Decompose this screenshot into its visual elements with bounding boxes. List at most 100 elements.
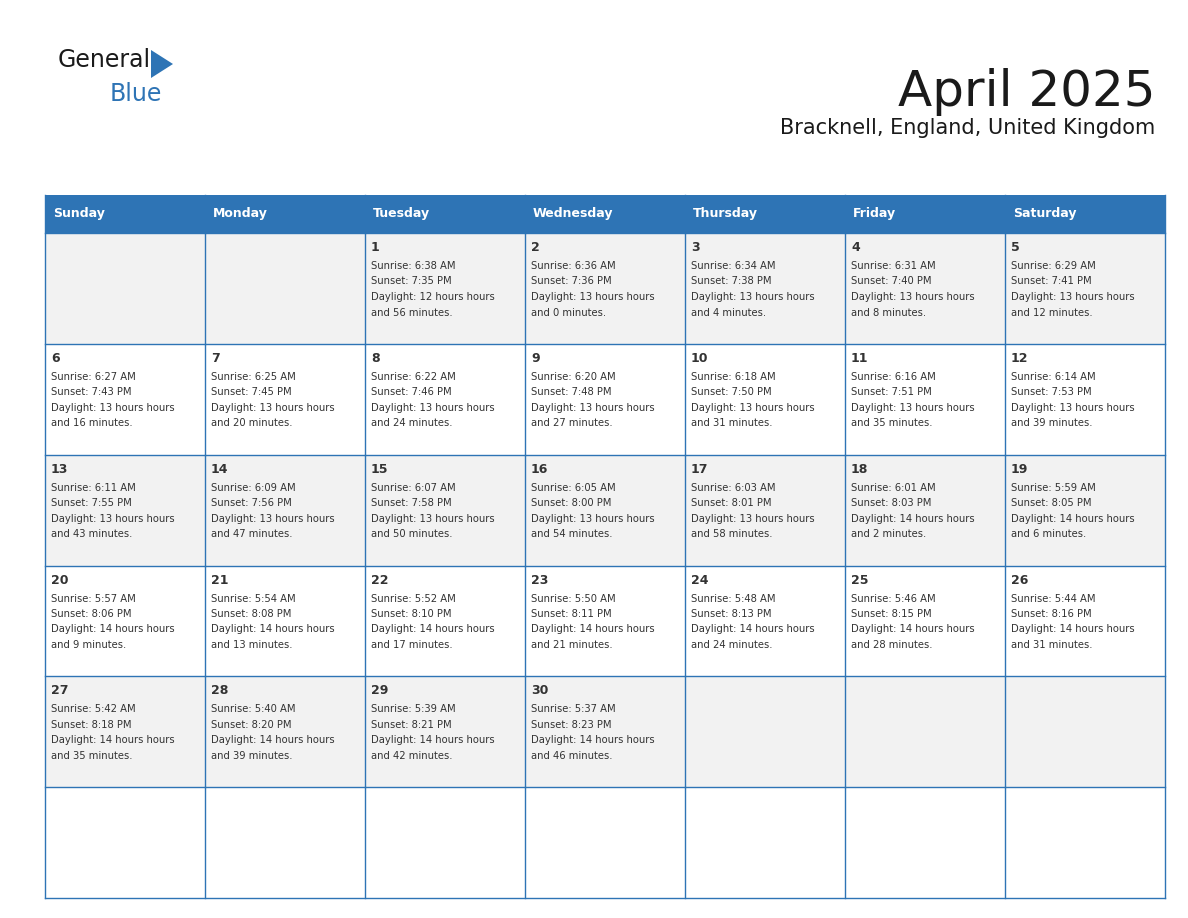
Text: Sunset: 8:05 PM: Sunset: 8:05 PM (1011, 498, 1092, 509)
Text: and 4 minutes.: and 4 minutes. (691, 308, 766, 318)
Text: Sunrise: 6:16 AM: Sunrise: 6:16 AM (851, 372, 936, 382)
Text: 30: 30 (531, 684, 549, 698)
Text: Sunset: 8:16 PM: Sunset: 8:16 PM (1011, 609, 1092, 619)
Text: Sunset: 7:43 PM: Sunset: 7:43 PM (51, 387, 132, 397)
Text: and 47 minutes.: and 47 minutes. (211, 529, 292, 539)
Text: Daylight: 14 hours hours: Daylight: 14 hours hours (531, 624, 655, 634)
Text: Sunrise: 5:39 AM: Sunrise: 5:39 AM (371, 704, 456, 714)
Text: Daylight: 14 hours hours: Daylight: 14 hours hours (851, 624, 974, 634)
Text: 2: 2 (531, 241, 539, 254)
Text: Sunrise: 5:54 AM: Sunrise: 5:54 AM (211, 594, 296, 603)
Text: Sunset: 8:01 PM: Sunset: 8:01 PM (691, 498, 771, 509)
Text: Sunrise: 6:22 AM: Sunrise: 6:22 AM (371, 372, 456, 382)
Text: Daylight: 13 hours hours: Daylight: 13 hours hours (51, 403, 175, 413)
Bar (1005, 677, 1165, 787)
Text: 12: 12 (1011, 352, 1029, 364)
Text: and 39 minutes.: and 39 minutes. (1011, 419, 1093, 429)
Text: Sunrise: 6:14 AM: Sunrise: 6:14 AM (1011, 372, 1095, 382)
Text: Sunset: 7:46 PM: Sunset: 7:46 PM (371, 387, 451, 397)
Text: and 21 minutes.: and 21 minutes. (531, 640, 613, 650)
Text: Sunset: 8:08 PM: Sunset: 8:08 PM (211, 609, 291, 619)
Text: and 13 minutes.: and 13 minutes. (211, 640, 292, 650)
Bar (206, 677, 365, 787)
Bar (525, 233, 685, 344)
Text: 28: 28 (211, 684, 228, 698)
Text: Friday: Friday (853, 207, 896, 220)
Bar (365, 454, 525, 565)
Text: Sunset: 7:41 PM: Sunset: 7:41 PM (1011, 276, 1092, 286)
Bar (845, 677, 1005, 787)
Bar (206, 233, 365, 344)
Text: Sunrise: 6:20 AM: Sunrise: 6:20 AM (531, 372, 615, 382)
Text: Daylight: 13 hours hours: Daylight: 13 hours hours (1011, 292, 1135, 302)
Bar (1005, 344, 1165, 454)
Text: Sunrise: 6:38 AM: Sunrise: 6:38 AM (371, 261, 455, 271)
Text: and 39 minutes.: and 39 minutes. (211, 751, 292, 761)
Bar (525, 344, 685, 454)
Text: Sunset: 7:38 PM: Sunset: 7:38 PM (691, 276, 771, 286)
Text: Sunrise: 6:36 AM: Sunrise: 6:36 AM (531, 261, 615, 271)
Text: Sunrise: 6:01 AM: Sunrise: 6:01 AM (851, 483, 936, 493)
Text: and 31 minutes.: and 31 minutes. (1011, 640, 1093, 650)
Text: and 16 minutes.: and 16 minutes. (51, 419, 133, 429)
Text: Daylight: 14 hours hours: Daylight: 14 hours hours (1011, 514, 1135, 523)
Text: Daylight: 14 hours hours: Daylight: 14 hours hours (211, 624, 335, 634)
Bar (45, 787, 206, 898)
Text: and 28 minutes.: and 28 minutes. (851, 640, 933, 650)
Text: and 31 minutes.: and 31 minutes. (691, 419, 772, 429)
Bar (206, 195, 365, 233)
Text: Sunrise: 6:05 AM: Sunrise: 6:05 AM (531, 483, 615, 493)
Bar (845, 787, 1005, 898)
Text: Daylight: 13 hours hours: Daylight: 13 hours hours (51, 514, 175, 523)
Text: 21: 21 (211, 574, 228, 587)
Text: Daylight: 13 hours hours: Daylight: 13 hours hours (211, 403, 335, 413)
Text: Daylight: 14 hours hours: Daylight: 14 hours hours (371, 735, 494, 745)
Text: Bracknell, England, United Kingdom: Bracknell, England, United Kingdom (779, 118, 1155, 138)
Text: and 20 minutes.: and 20 minutes. (211, 419, 292, 429)
Text: Daylight: 14 hours hours: Daylight: 14 hours hours (531, 735, 655, 745)
Bar (525, 677, 685, 787)
Text: Daylight: 13 hours hours: Daylight: 13 hours hours (851, 403, 974, 413)
Text: Daylight: 13 hours hours: Daylight: 13 hours hours (531, 514, 655, 523)
Text: Sunset: 7:40 PM: Sunset: 7:40 PM (851, 276, 931, 286)
Bar (1005, 195, 1165, 233)
Text: Daylight: 13 hours hours: Daylight: 13 hours hours (371, 514, 494, 523)
Text: Wednesday: Wednesday (533, 207, 613, 220)
Text: Sunrise: 5:37 AM: Sunrise: 5:37 AM (531, 704, 615, 714)
Text: Daylight: 13 hours hours: Daylight: 13 hours hours (1011, 403, 1135, 413)
Text: 3: 3 (691, 241, 700, 254)
Text: Sunrise: 5:59 AM: Sunrise: 5:59 AM (1011, 483, 1095, 493)
Text: Daylight: 13 hours hours: Daylight: 13 hours hours (851, 292, 974, 302)
Text: 10: 10 (691, 352, 708, 364)
Text: and 35 minutes.: and 35 minutes. (851, 419, 933, 429)
Bar (1005, 565, 1165, 677)
Text: Sunset: 8:13 PM: Sunset: 8:13 PM (691, 609, 771, 619)
Bar (206, 565, 365, 677)
Text: and 42 minutes.: and 42 minutes. (371, 751, 453, 761)
Bar (206, 454, 365, 565)
Text: and 27 minutes.: and 27 minutes. (531, 419, 613, 429)
Text: Tuesday: Tuesday (373, 207, 430, 220)
Polygon shape (151, 50, 173, 78)
Text: 8: 8 (371, 352, 380, 364)
Text: 11: 11 (851, 352, 868, 364)
Text: and 24 minutes.: and 24 minutes. (371, 419, 453, 429)
Bar (685, 344, 845, 454)
Text: Sunrise: 5:57 AM: Sunrise: 5:57 AM (51, 594, 135, 603)
Text: April 2025: April 2025 (897, 68, 1155, 116)
Text: Sunrise: 5:50 AM: Sunrise: 5:50 AM (531, 594, 615, 603)
Text: Sunset: 7:56 PM: Sunset: 7:56 PM (211, 498, 292, 509)
Text: Sunrise: 6:31 AM: Sunrise: 6:31 AM (851, 261, 936, 271)
Bar (365, 677, 525, 787)
Text: Sunrise: 5:48 AM: Sunrise: 5:48 AM (691, 594, 776, 603)
Text: 5: 5 (1011, 241, 1019, 254)
Text: 22: 22 (371, 574, 388, 587)
Text: Sunrise: 5:40 AM: Sunrise: 5:40 AM (211, 704, 296, 714)
Bar (365, 787, 525, 898)
Text: Thursday: Thursday (693, 207, 758, 220)
Text: Sunset: 7:45 PM: Sunset: 7:45 PM (211, 387, 291, 397)
Bar (845, 195, 1005, 233)
Text: 20: 20 (51, 574, 69, 587)
Text: 27: 27 (51, 684, 69, 698)
Text: Saturday: Saturday (1013, 207, 1076, 220)
